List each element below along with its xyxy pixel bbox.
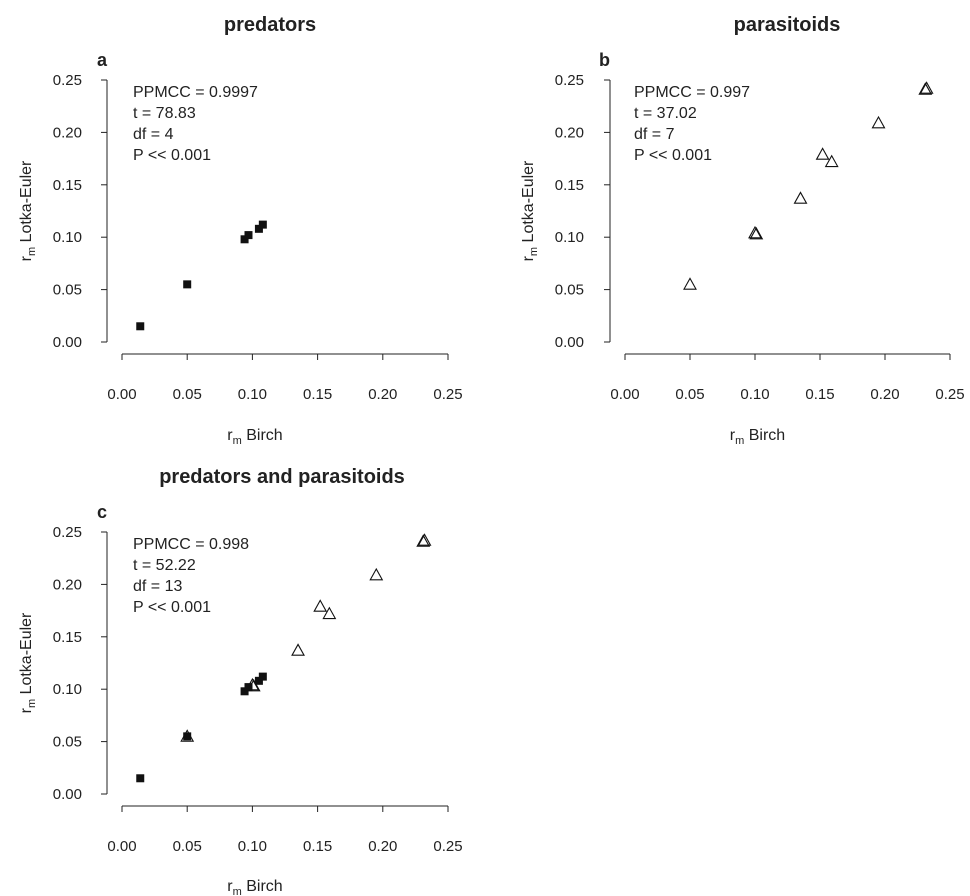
panel-b-point-triangle: [824, 154, 839, 168]
panel-b-y-tick-label: 0.15: [555, 177, 584, 194]
panel-c-point-square: [183, 732, 192, 741]
panel-a-letter: a: [97, 50, 108, 70]
panel-a-stat-line: df = 4: [133, 126, 174, 143]
panel-c-point-square: [254, 676, 263, 685]
panel-c-point-triangle: [313, 599, 328, 612]
panel-a-x-tick-label: 0.05: [173, 386, 202, 403]
panel-b-y-tick-label: 0.25: [555, 72, 584, 89]
panel-c-y-tick-label: 0.00: [53, 786, 82, 803]
panel-c-x-tick-label: 0.20: [368, 838, 397, 855]
panel-a-x-tick-label: 0.15: [303, 386, 332, 403]
panel-c-point-triangle: [417, 533, 432, 546]
panel-a-y-tick-label: 0.15: [53, 177, 82, 194]
panel-a-point-square: [136, 322, 145, 331]
panel-b-x-axis-label: rm Birch: [730, 427, 785, 447]
panel-b-stat-line: P << 0.001: [634, 147, 712, 164]
panel-b-point-triangle: [919, 81, 934, 94]
panel-a-point-square: [244, 231, 253, 240]
panel-a-x-tick-label: 0.00: [107, 386, 136, 403]
panel-c-x-axis-label: rm Birch: [227, 878, 282, 896]
panel-b-point-triangle: [749, 226, 764, 240]
panel-a-stat-line: P << 0.001: [133, 147, 211, 164]
panel-a-y-tick-label: 0.00: [53, 334, 82, 351]
panel-c-point-triangle: [291, 643, 305, 656]
panel-c-point-square: [240, 687, 249, 696]
panel-a-y-axis-label: rm Lotka-Euler: [18, 160, 38, 261]
panel-c-point-triangle: [322, 606, 337, 620]
panel-b-stat-line: t = 37.02: [634, 105, 697, 122]
panel-a-title: predators: [224, 14, 316, 36]
panel-c-stat-line: df = 13: [133, 578, 182, 595]
panel-b-y-tick-label: 0.20: [555, 124, 584, 141]
panel-c-stat-line: t = 52.22: [133, 557, 196, 574]
panel-b-x-tick-label: 0.20: [870, 386, 899, 403]
panel-a-y-tick-label: 0.20: [53, 124, 82, 141]
panel-b-x-tick-label: 0.25: [935, 386, 964, 403]
panel-a-x-axis-label: rm Birch: [227, 427, 282, 447]
panel-b-y-tick-label: 0.00: [555, 334, 584, 351]
panel-c-x-tick-label: 0.05: [173, 838, 202, 855]
panel-b-stat-line: PPMCC = 0.997: [634, 84, 750, 101]
panel-a-x-tick-label: 0.25: [433, 386, 462, 403]
panel-b-stat-line: df = 7: [634, 126, 675, 143]
panel-a-y-tick-label: 0.10: [53, 229, 82, 246]
panel-c-letter: c: [97, 502, 107, 522]
panel-b-x-tick-label: 0.10: [740, 386, 769, 403]
panel-a-x-tick-label: 0.10: [238, 386, 267, 403]
panel-b-letter: b: [599, 50, 610, 70]
panel-a-stat-line: t = 78.83: [133, 105, 196, 122]
panel-c-y-tick-label: 0.05: [53, 734, 82, 751]
panel-b-x-tick-label: 0.15: [805, 386, 834, 403]
panel-c-y-tick-label: 0.25: [53, 524, 82, 541]
panel-a-point-square: [240, 235, 249, 244]
panel-c-stat-line: P << 0.001: [133, 599, 211, 616]
panel-c-point-triangle: [180, 729, 195, 742]
panel-c-stat-line: PPMCC = 0.998: [133, 536, 249, 553]
panel-c-title: predators and parasitoids: [159, 466, 405, 488]
panel-c-point-triangle: [369, 567, 384, 581]
panel-b-x-tick-label: 0.00: [610, 386, 639, 403]
panel-b-point-triangle: [871, 115, 886, 129]
panel-c-x-tick-label: 0.15: [303, 838, 332, 855]
panel-b-point-triangle: [815, 147, 830, 160]
panel-c-x-tick-label: 0.00: [107, 838, 136, 855]
panel-a-point-square: [254, 224, 263, 233]
panel-c-point-square: [258, 672, 267, 681]
panel-a-stat-line: PPMCC = 0.9997: [133, 84, 258, 101]
panel-c-x-tick-label: 0.25: [433, 838, 462, 855]
panel-c-point-triangle: [245, 677, 260, 691]
panel-a-point-square: [183, 280, 192, 289]
panel-c-x-tick-label: 0.10: [238, 838, 267, 855]
panel-b-title: parasitoids: [734, 14, 841, 36]
panel-c-y-axis-label: rm Lotka-Euler: [18, 612, 38, 713]
panel-b-y-tick-label: 0.05: [555, 282, 584, 299]
panel-c-point-square: [136, 774, 145, 783]
panel-b-y-axis-label: rm Lotka-Euler: [520, 160, 540, 261]
panel-c-y-tick-label: 0.20: [53, 576, 82, 593]
panel-c-y-tick-label: 0.15: [53, 629, 82, 646]
panel-b-x-tick-label: 0.05: [675, 386, 704, 403]
panel-b-point-triangle: [918, 82, 933, 95]
panel-b-point-triangle: [683, 277, 697, 290]
panel-b-y-tick-label: 0.10: [555, 229, 584, 246]
panel-b-point-triangle: [748, 225, 762, 239]
panel-c-point-triangle: [416, 534, 431, 547]
panel-a-y-tick-label: 0.05: [53, 282, 82, 299]
panel-c-point-triangle: [246, 678, 261, 692]
panel-c-y-tick-label: 0.10: [53, 681, 82, 698]
panel-b-point-triangle: [793, 191, 808, 204]
panel-a-point-square: [258, 220, 267, 229]
panel-a-y-tick-label: 0.25: [53, 72, 82, 89]
panel-a-x-tick-label: 0.20: [368, 386, 397, 403]
